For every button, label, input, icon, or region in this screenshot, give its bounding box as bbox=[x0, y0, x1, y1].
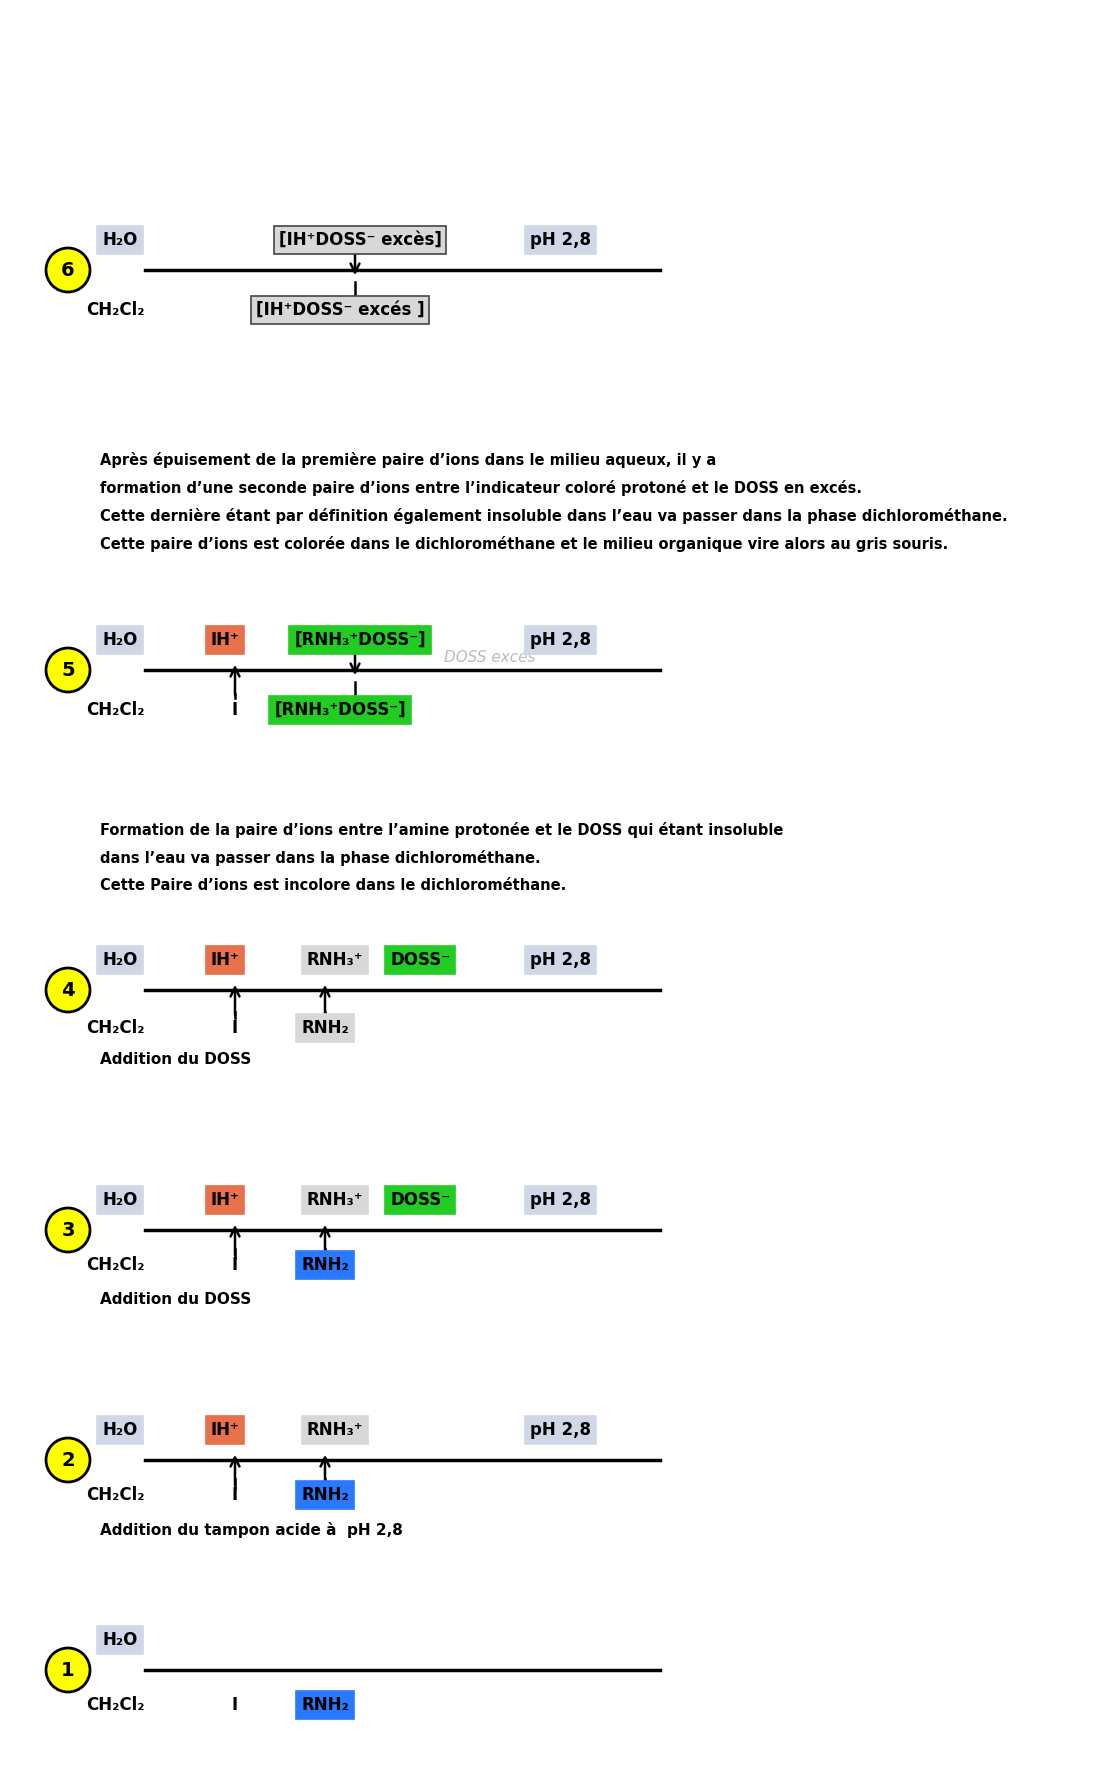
Text: Addition du DOSS: Addition du DOSS bbox=[100, 1293, 251, 1307]
Text: DOSS⁻: DOSS⁻ bbox=[390, 951, 450, 969]
Text: DOSS excés: DOSS excés bbox=[444, 651, 536, 665]
Text: [RNH₃⁺DOSS⁻]: [RNH₃⁺DOSS⁻] bbox=[274, 701, 406, 719]
Text: pH 2,8: pH 2,8 bbox=[529, 631, 591, 649]
Text: 2: 2 bbox=[62, 1450, 75, 1470]
Text: 3: 3 bbox=[62, 1221, 75, 1239]
Text: RNH₂: RNH₂ bbox=[301, 1697, 349, 1715]
Text: [RNH₃⁺DOSS⁻]: [RNH₃⁺DOSS⁻] bbox=[294, 631, 426, 649]
Text: CH₂Cl₂: CH₂Cl₂ bbox=[86, 300, 144, 318]
Text: I: I bbox=[232, 1019, 238, 1037]
Text: 4: 4 bbox=[62, 980, 75, 999]
Text: RNH₃⁺: RNH₃⁺ bbox=[307, 1421, 363, 1439]
Text: I: I bbox=[232, 1697, 238, 1715]
Text: H₂O: H₂O bbox=[102, 231, 138, 249]
Text: 5: 5 bbox=[62, 660, 75, 679]
Text: H₂O: H₂O bbox=[102, 1421, 138, 1439]
Text: pH 2,8: pH 2,8 bbox=[529, 1191, 591, 1209]
Text: I: I bbox=[232, 701, 238, 719]
Text: H₂O: H₂O bbox=[102, 951, 138, 969]
Text: RNH₃⁺: RNH₃⁺ bbox=[307, 1191, 363, 1209]
Text: CH₂Cl₂: CH₂Cl₂ bbox=[86, 701, 144, 719]
Text: H₂O: H₂O bbox=[102, 1631, 138, 1649]
Text: H₂O: H₂O bbox=[102, 631, 138, 649]
Text: Cette Paire d’ions est incolore dans le dichlorométhane.: Cette Paire d’ions est incolore dans le … bbox=[100, 878, 566, 894]
Circle shape bbox=[46, 1438, 90, 1482]
Circle shape bbox=[46, 967, 90, 1012]
Text: pH 2,8: pH 2,8 bbox=[529, 951, 591, 969]
Circle shape bbox=[46, 1649, 90, 1691]
Text: CH₂Cl₂: CH₂Cl₂ bbox=[86, 1019, 144, 1037]
Text: RNH₂: RNH₂ bbox=[301, 1486, 349, 1504]
Text: IH⁺: IH⁺ bbox=[210, 631, 240, 649]
Text: CH₂Cl₂: CH₂Cl₂ bbox=[86, 1486, 144, 1504]
Text: IH⁺: IH⁺ bbox=[210, 951, 240, 969]
Text: Formation de la paire d’ions entre l’amine protonée et le DOSS qui étant insolub: Formation de la paire d’ions entre l’ami… bbox=[100, 822, 783, 839]
Text: RNH₂: RNH₂ bbox=[301, 1255, 349, 1275]
Text: Addition du tampon acide à  pH 2,8: Addition du tampon acide à pH 2,8 bbox=[100, 1522, 403, 1538]
Text: Cette dernière étant par définition également insoluble dans l’eau va passer dan: Cette dernière étant par définition égal… bbox=[100, 508, 1008, 524]
Text: pH 2,8: pH 2,8 bbox=[529, 1421, 591, 1439]
Text: [IH⁺DOSS⁻ excès]: [IH⁺DOSS⁻ excès] bbox=[278, 231, 441, 249]
Circle shape bbox=[46, 647, 90, 692]
Text: 1: 1 bbox=[62, 1661, 75, 1679]
Text: Cette paire d’ions est colorée dans le dichlorométhane et le milieu organique vi: Cette paire d’ions est colorée dans le d… bbox=[100, 536, 948, 552]
Text: dans l’eau va passer dans la phase dichlorométhane.: dans l’eau va passer dans la phase dichl… bbox=[100, 849, 540, 865]
Text: I: I bbox=[232, 1255, 238, 1275]
Text: 6: 6 bbox=[62, 261, 75, 279]
Text: CH₂Cl₂: CH₂Cl₂ bbox=[86, 1697, 144, 1715]
Text: Après épuisement de la première paire d’ions dans le milieu aqueux, il y a: Après épuisement de la première paire d’… bbox=[100, 452, 716, 468]
Circle shape bbox=[46, 1209, 90, 1252]
Text: RNH₃⁺: RNH₃⁺ bbox=[307, 951, 363, 969]
Text: pH 2,8: pH 2,8 bbox=[529, 231, 591, 249]
Text: formation d’une seconde paire d’ions entre l’indicateur coloré protoné et le DOS: formation d’une seconde paire d’ions ent… bbox=[100, 479, 862, 495]
Text: IH⁺: IH⁺ bbox=[210, 1191, 240, 1209]
Text: Addition du DOSS: Addition du DOSS bbox=[100, 1053, 251, 1067]
Text: I: I bbox=[232, 1486, 238, 1504]
Text: CH₂Cl₂: CH₂Cl₂ bbox=[86, 1255, 144, 1275]
Circle shape bbox=[46, 249, 90, 291]
Text: RNH₂: RNH₂ bbox=[301, 1019, 349, 1037]
Text: H₂O: H₂O bbox=[102, 1191, 138, 1209]
Text: [IH⁺DOSS⁻ excés ]: [IH⁺DOSS⁻ excés ] bbox=[255, 300, 425, 318]
Text: DOSS⁻: DOSS⁻ bbox=[390, 1191, 450, 1209]
Text: IH⁺: IH⁺ bbox=[210, 1421, 240, 1439]
